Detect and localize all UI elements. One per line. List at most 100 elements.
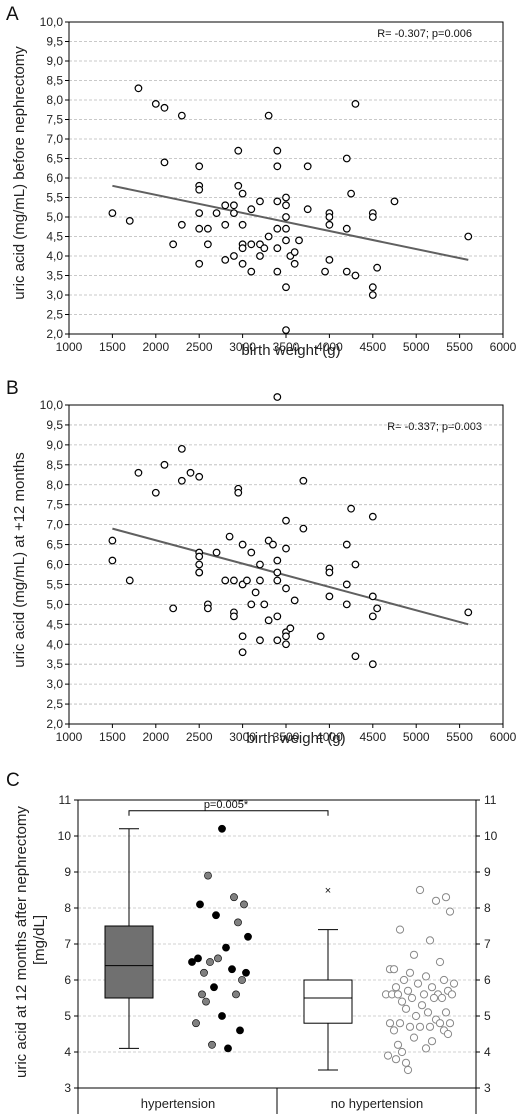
data-point [290,596,299,605]
data-point [108,536,117,545]
data-point [282,584,290,593]
no-hypertension-point [399,975,409,985]
y-tick-label: 3 [64,1081,71,1095]
y-tick-label: 4,5 [46,617,63,631]
data-point [134,84,143,93]
hypertension-point [196,900,204,909]
no-hypertension-point [437,993,447,1003]
data-point [238,632,247,641]
data-point [230,201,238,210]
y-tick-label: 5,0 [46,597,63,611]
hypertension-point [228,965,236,974]
data-point [195,472,204,481]
y-tick-label: 9 [64,865,71,879]
y-tick-label-right: 7 [484,937,491,951]
box-hypertension [104,925,154,999]
no-hypertension-point [409,1033,419,1042]
hypertension-point [230,893,238,902]
data-point [247,267,256,276]
data-point [273,197,282,206]
data-point [225,532,234,541]
data-point [342,224,351,233]
data-point [238,220,247,229]
x-tick-label: 3000 [229,340,256,354]
data-point [282,193,290,202]
data-point [325,592,334,601]
data-point [368,592,377,601]
data-point [151,488,160,497]
data-point [234,488,243,497]
hypertension-point [244,932,252,941]
data-point [273,612,282,621]
data-point [282,632,290,641]
panel-a: A R= -0.307; p=0.006 birth weight (g) ur… [6,4,517,359]
y-tick-label: 2,0 [46,717,63,731]
data-point [273,244,282,253]
y-tick-label: 5 [64,1009,71,1023]
data-point [368,512,377,521]
y-tick-label-right: 3 [484,1081,491,1095]
hypertension-point [232,990,240,999]
data-point [160,460,169,469]
no-hypertension-point [427,1037,437,1046]
data-point [247,600,256,609]
y-tick-label: 6,0 [46,171,63,185]
data-point [230,612,238,621]
y-tick-label: 8,0 [46,478,63,492]
y-tick-label: 4,5 [46,230,63,244]
data-point [282,236,290,245]
hypertension-point [236,1026,244,1035]
data-point [177,444,186,453]
data-point [256,636,264,645]
hypertension-point [200,968,208,977]
y-tick-label: 9,5 [46,35,63,49]
panel-a-x-axis-label: birth weight (g) [241,342,340,359]
data-point [195,209,204,218]
no-hypertension-point [415,885,425,895]
y-tick-label: 6,0 [46,558,63,572]
x-tick-label: 6000 [490,340,517,354]
data-point [238,540,247,549]
x-tick-label: 6000 [490,730,517,744]
no-hypertension-point [425,1022,435,1031]
data-point [282,283,290,292]
no-hypertension-point [403,1065,413,1075]
data-point [221,256,230,264]
data-point [464,232,473,241]
no-hypertension-point [405,968,415,977]
trend-line [112,527,469,626]
hypertension-point [238,976,246,984]
x-tick-label: 4000 [316,340,343,354]
panel-a-annotation: R= -0.307; p=0.006 [377,28,472,40]
data-point [108,209,117,218]
data-point [169,604,178,613]
data-point [347,504,356,513]
x-tick-label: 4500 [359,730,386,744]
data-point [273,267,282,276]
x-tick-label: 2500 [186,340,213,354]
no-hypertension-point [397,1047,407,1057]
no-hypertension-point [393,990,403,999]
no-hypertension-point [389,1026,399,1035]
data-point [273,556,282,565]
panel-b-label: B [6,378,19,399]
no-hypertension-point [423,1008,433,1017]
y-tick-label: 3,0 [46,288,63,302]
no-hypertension-point [445,1019,455,1028]
data-point [342,267,351,276]
data-point [273,146,282,155]
y-tick-label: 6 [64,973,71,987]
data-point [260,244,269,253]
no-hypertension-point [405,1022,415,1031]
data-point [273,568,282,577]
no-hypertension-point [415,1022,425,1031]
y-tick-label: 11 [59,793,72,807]
data-point [247,205,256,214]
data-point [251,588,260,597]
hypertension-point [204,871,212,880]
panel-a-label: A [6,4,19,25]
no-hypertension-point [411,1011,421,1021]
data-point [347,189,356,198]
no-hypertension-point [389,965,399,974]
panel-b-annotation: R= -0.337; p=0.003 [387,421,482,433]
